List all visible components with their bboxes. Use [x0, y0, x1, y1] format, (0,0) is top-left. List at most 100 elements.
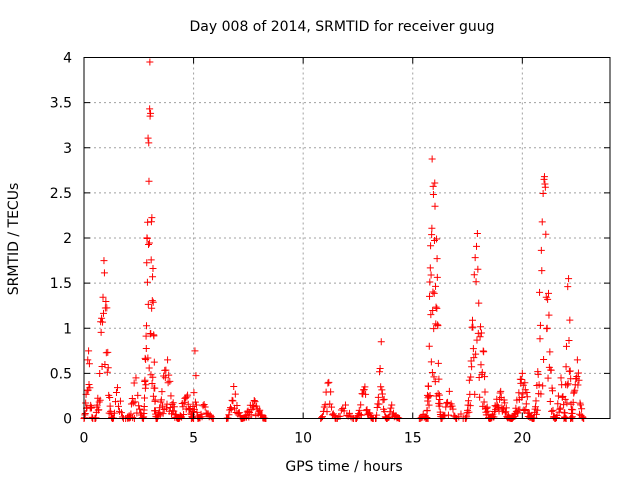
data-point — [569, 398, 577, 406]
data-point — [557, 374, 565, 382]
data-point — [444, 411, 452, 419]
y-tick-labels: 0 0.5 1 1.5 2 2.5 3 3.5 4 — [50, 51, 72, 428]
data-point — [141, 394, 149, 402]
data-point — [449, 405, 457, 413]
data-point — [564, 283, 572, 291]
x-axis-label: GPS time / hours — [285, 459, 402, 475]
data-point — [193, 408, 201, 416]
data-point — [191, 347, 199, 355]
data-point — [198, 413, 206, 421]
data-point — [368, 414, 376, 422]
data-point — [145, 177, 153, 185]
data-point — [577, 401, 585, 409]
data-point — [145, 139, 153, 147]
axis-ticks — [83, 57, 610, 419]
data-point — [377, 383, 385, 391]
data-point — [144, 354, 152, 362]
data-point — [543, 324, 551, 332]
data-point — [541, 183, 549, 191]
data-point — [468, 363, 476, 371]
data-point — [518, 394, 526, 402]
data-point — [480, 398, 488, 406]
data-point — [151, 384, 159, 392]
data-point — [431, 179, 439, 187]
data-point — [490, 413, 498, 421]
data-point — [130, 379, 138, 387]
data-point — [465, 376, 473, 384]
data-point — [429, 306, 437, 314]
data-point — [566, 316, 574, 324]
data-point — [579, 413, 587, 421]
data-point — [230, 382, 238, 390]
data-point — [132, 374, 140, 382]
data-point — [427, 311, 435, 319]
data-point — [84, 356, 92, 364]
data-point — [578, 405, 586, 413]
data-point — [328, 403, 336, 411]
data-point — [183, 393, 191, 401]
data-point — [523, 393, 531, 401]
data-point — [101, 361, 109, 369]
data-point — [143, 278, 151, 286]
data-point — [99, 309, 107, 317]
data-point — [192, 372, 200, 380]
data-point — [546, 348, 554, 356]
data-point — [556, 404, 564, 412]
data-point — [172, 410, 180, 418]
data-point — [96, 396, 104, 404]
data-point — [554, 392, 562, 400]
data-point — [570, 388, 578, 396]
data-point — [426, 292, 434, 300]
data-point — [361, 383, 369, 391]
data-point — [127, 413, 135, 421]
data-point — [114, 402, 122, 410]
data-point — [394, 413, 402, 421]
data-point — [472, 350, 480, 358]
data-point — [566, 367, 574, 375]
data-point — [184, 400, 192, 408]
data-point — [357, 411, 365, 419]
data-point — [532, 403, 540, 411]
data-point — [145, 240, 153, 248]
data-point — [568, 409, 576, 417]
data-point — [362, 390, 370, 398]
data-point — [427, 271, 435, 279]
data-point — [318, 414, 326, 422]
y-tick-label: 2.5 — [50, 186, 72, 202]
data-point — [143, 234, 151, 242]
data-point — [425, 401, 433, 409]
data-point — [473, 229, 481, 237]
data-point — [426, 278, 434, 286]
data-point — [110, 409, 118, 417]
data-point — [494, 403, 502, 411]
data-point — [249, 402, 257, 410]
data-point — [135, 402, 143, 410]
data-point — [561, 409, 569, 417]
data-point — [521, 379, 529, 387]
data-point — [146, 58, 154, 66]
data-point — [518, 369, 526, 377]
data-point — [548, 407, 556, 415]
data-point — [540, 173, 548, 181]
data-point — [166, 377, 174, 385]
data-point — [148, 304, 156, 312]
data-point — [141, 376, 149, 384]
data-point — [88, 404, 96, 412]
data-point — [565, 336, 573, 344]
data-point — [85, 360, 93, 368]
data-point — [346, 409, 354, 417]
y-tick-label: 1 — [63, 321, 72, 337]
data-point — [434, 390, 442, 398]
data-point — [325, 378, 333, 386]
data-point — [235, 409, 243, 417]
data-point — [432, 282, 440, 290]
data-point — [476, 393, 484, 401]
data-point — [326, 400, 334, 408]
data-point — [324, 379, 332, 387]
data-point — [100, 269, 108, 277]
data-point — [465, 408, 473, 416]
data-point — [138, 414, 146, 422]
data-point — [103, 368, 111, 376]
